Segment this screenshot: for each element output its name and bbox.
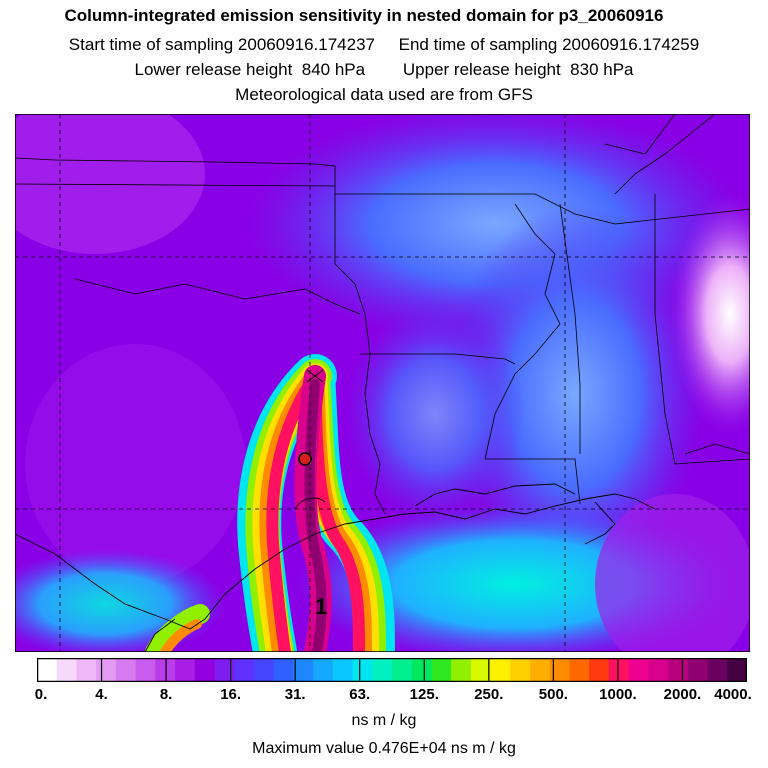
sampling-time-line: Start time of sampling 20060916.174237 E…: [68, 35, 700, 54]
colorbar-swatch: [470, 658, 492, 682]
colorbar-swatch: [332, 658, 354, 682]
colorbar-swatch: [707, 658, 728, 682]
colorbar-swatch: [490, 658, 511, 682]
colorbar-tick-label: 0.: [34, 686, 48, 703]
release-location-marker: [298, 452, 312, 466]
emission-sensitivity-map: 1: [15, 114, 750, 652]
colorbar-swatch: [253, 658, 275, 682]
colorbar-swatch: [115, 658, 137, 682]
colorbar-tick-label: 1000.: [599, 686, 637, 703]
colorbar-border: [37, 658, 747, 682]
colorbar-tick-label: 8.: [159, 686, 173, 703]
colorbar-swatch: [727, 658, 747, 682]
colorbar-swatch: [411, 658, 433, 682]
colorbar-tick-label: 16.: [220, 686, 242, 703]
colorbar-swatch: [372, 658, 393, 682]
colorbar-units: ns m / kg: [351, 712, 417, 729]
colorbar-tick-label: 500.: [538, 686, 568, 703]
plume-origin-cross: [306, 369, 324, 383]
state-borders: [15, 114, 750, 515]
colorbar-tick-label: 2000.: [663, 686, 702, 703]
colorbar-swatch: [56, 658, 78, 682]
colorbar-swatch: [431, 658, 452, 682]
colorbar-swatch: [155, 658, 176, 682]
colorbar-swatch: [234, 658, 255, 682]
colorbar-swatch: [96, 658, 117, 682]
colorbar-tick-label: 125.: [409, 686, 439, 703]
pale-region-east: [670, 194, 750, 434]
colorbar-tick-label: 4.: [95, 686, 108, 703]
colorbar-swatch: [569, 658, 590, 682]
plume: [237, 354, 395, 652]
colorbar-swatch: [175, 658, 196, 682]
colorbar-swatch: [628, 658, 649, 682]
colorbar-swatch: [313, 658, 334, 682]
colorbar-swatch: [648, 658, 669, 682]
colorbar-swatch: [214, 658, 235, 682]
colorbar-tick-label: 250.: [474, 686, 504, 703]
colorbar-swatch: [530, 658, 551, 682]
colorbar: [37, 658, 747, 682]
colorbar-swatch: [135, 658, 156, 682]
plume-label: 1: [315, 594, 327, 619]
chart-title: Column-integrated emission sensitivity i…: [64, 6, 664, 25]
colorbar-swatch: [352, 658, 373, 682]
colorbar-swatch: [608, 658, 630, 682]
graticule: [15, 114, 750, 652]
met-data-line: Meteorological data used are from GFS: [235, 85, 533, 104]
colorbar-swatch: [687, 658, 709, 682]
colorbar-swatch: [589, 658, 610, 682]
colorbar-swatch: [293, 658, 314, 682]
colorbar-swatch: [549, 658, 571, 682]
colorbar-swatch: [76, 658, 97, 682]
colorbar-swatch: [37, 658, 58, 682]
colorbar-swatch: [273, 658, 294, 682]
colorbar-swatch: [451, 658, 472, 682]
colorbar-tick-label: 31.: [284, 686, 306, 703]
colorbar-swatch: [510, 658, 531, 682]
colorbar-swatch: [668, 658, 689, 682]
colorbar-tick-label: 4000.: [714, 686, 752, 703]
colorbar-swatch: [194, 658, 216, 682]
maximum-value-text: Maximum value 0.476E+04 ns m / kg: [252, 740, 516, 757]
release-height-line: Lower release height 840 hPa Upper relea…: [134, 60, 634, 79]
coastline: [15, 483, 656, 652]
colorbar-swatch: [392, 658, 413, 682]
colorbar-tick-label: 63.: [349, 686, 371, 703]
